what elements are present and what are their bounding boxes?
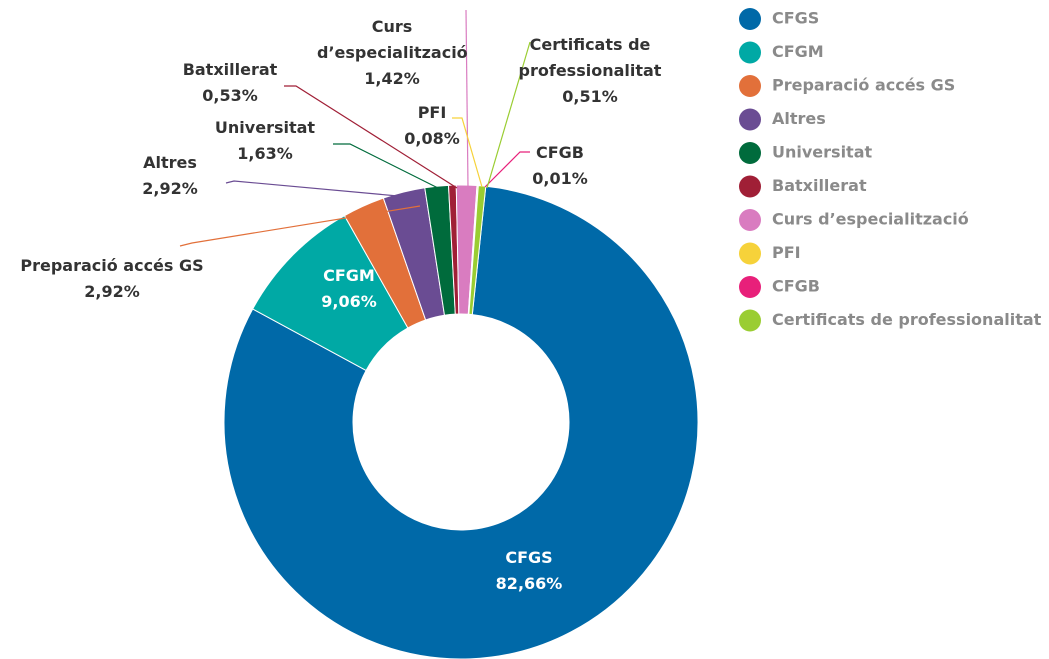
legend-label: Preparació accés GS — [772, 76, 955, 95]
leader-line — [484, 151, 530, 188]
value-label: 0,51% — [562, 87, 618, 106]
category-label: Preparació accés GS — [20, 256, 204, 275]
value-label: 1,63% — [237, 144, 293, 163]
legend-swatch — [739, 175, 761, 198]
value-label: 82,66% — [495, 574, 563, 593]
leader-line — [465, 9, 469, 188]
category-label: PFI — [417, 103, 447, 122]
slice-label: Universitat 1,63% — [195, 115, 335, 167]
leader-line — [333, 143, 441, 190]
leader-line — [179, 205, 421, 247]
slice-label: Altres 2,92% — [110, 150, 230, 202]
legend-label: Batxillerat — [772, 176, 867, 195]
value-label: 0,08% — [404, 129, 460, 148]
leader-line — [486, 41, 531, 189]
value-label: 9,06% — [321, 292, 377, 311]
legend-swatch — [739, 276, 761, 298]
slice-label: Curs d’especialització 1,42% — [317, 14, 468, 92]
leader-line — [284, 85, 458, 189]
legend-label: CFGB — [772, 277, 820, 296]
legend-swatch — [739, 75, 761, 97]
category-label: CFGM — [323, 266, 375, 285]
category-label: CFGS — [505, 548, 553, 567]
legend-swatch — [739, 41, 761, 64]
slice-label: PFI 0,08% — [392, 100, 472, 152]
legend-swatch — [739, 108, 761, 131]
legend-label: Universitat — [772, 143, 872, 162]
legend-label: PFI — [772, 243, 801, 262]
category-label: Altres — [143, 153, 197, 172]
legend-label: CFGM — [772, 42, 824, 61]
value-label: 0,53% — [202, 86, 258, 105]
legend-swatch — [739, 309, 761, 332]
legend-label: Curs d’especialització — [772, 210, 969, 229]
category-label: Universitat — [214, 118, 316, 137]
value-label: 1,42% — [364, 69, 420, 88]
legend-swatch — [739, 209, 761, 231]
category-label: Certificats de professionalitat — [518, 35, 662, 80]
donut-slice — [223, 185, 699, 659]
slice-label: Preparació accés GS 2,92% — [2, 253, 222, 305]
legend-swatch — [739, 142, 761, 164]
leader-line — [225, 180, 399, 197]
value-label: 2,92% — [142, 179, 198, 198]
legend-label: Certificats de professionalitat — [772, 310, 1042, 329]
slice-label: CFGM 9,06% — [249, 263, 449, 315]
category-label: CFGB — [536, 143, 584, 162]
slice-label: Batxillerat 0,53% — [160, 57, 300, 109]
donut-slice — [468, 185, 487, 316]
legend-label: CFGS — [772, 9, 819, 28]
legend-label: Altres — [772, 109, 826, 128]
slice-label: CFGB 0,01% — [520, 140, 600, 192]
legend-swatch — [739, 8, 761, 30]
slice-label: Certificats de professionalitat 0,51% — [515, 32, 665, 110]
leader-line — [452, 117, 483, 188]
legend-swatch — [739, 242, 761, 265]
slice-label: CFGS 82,66% — [429, 545, 629, 597]
value-label: 2,92% — [84, 282, 140, 301]
value-label: 0,01% — [532, 169, 588, 188]
category-label: Batxillerat — [182, 60, 278, 79]
category-label: Curs d’especialització — [317, 17, 468, 62]
